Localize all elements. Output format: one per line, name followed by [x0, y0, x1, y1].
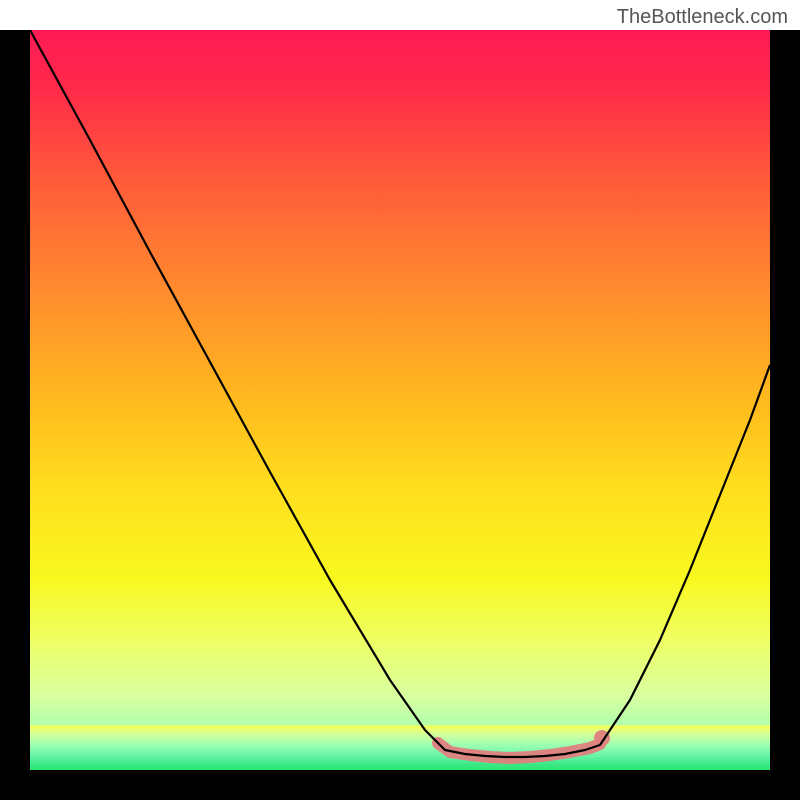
bottom-stripe [30, 741, 770, 745]
bottom-stripe [30, 732, 770, 736]
bottom-stripe [30, 725, 770, 729]
frame-right-2 [770, 30, 800, 800]
bottom-stripe [30, 757, 770, 761]
bottom-stripe [30, 751, 770, 755]
bottom-stripe [30, 764, 770, 768]
watermark-text: TheBottleneck.com [617, 6, 788, 29]
plot-background [30, 30, 770, 770]
bottom-stripe [30, 744, 770, 748]
bottom-stripe [30, 760, 770, 764]
bottom-stripe [30, 728, 770, 732]
bottom-stripe [30, 767, 770, 771]
bottom-stripe [30, 735, 770, 739]
bottom-stripe [30, 754, 770, 758]
bottleneck-chart [0, 0, 800, 800]
frame-bottom [0, 770, 800, 800]
chart-container: TheBottleneck.com [0, 0, 800, 800]
bottom-stripe [30, 738, 770, 742]
bottom-stripe [30, 748, 770, 752]
frame-left-2 [0, 30, 30, 800]
